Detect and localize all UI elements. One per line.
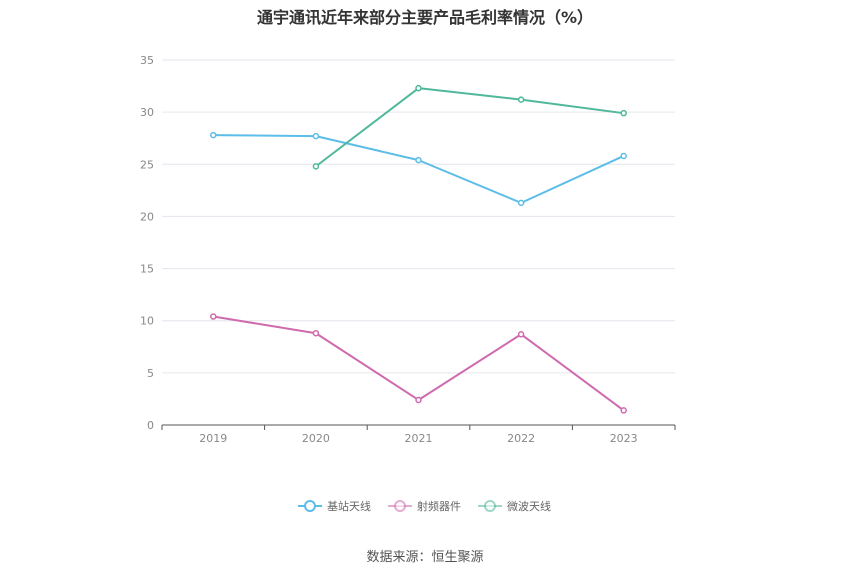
legend-marker [394,500,406,512]
data-point [415,156,422,164]
x-tick-label: 2021 [405,432,433,445]
y-tick-label: 10 [140,315,154,328]
series-line-0 [213,134,625,204]
data-point [517,199,525,207]
y-tick-label: 15 [140,263,154,276]
data-point [620,109,627,117]
x-tick-label: 2020 [302,432,330,445]
legend-label: 微波天线 [507,499,551,513]
data-source: 数据来源：恒生聚源 [366,550,484,565]
y-tick-label: 5 [147,367,154,380]
data-point [210,131,217,139]
series-line-2 [315,87,624,168]
data-point [517,96,525,103]
x-tick-label: 2022 [507,432,535,445]
data-point [312,132,320,140]
data-point [415,84,422,92]
data-point [210,313,217,320]
y-tick-label: 0 [147,419,154,432]
data-point [517,331,525,338]
legend-marker [484,500,496,512]
chart-title: 通宇通讯近年来部分主要产品毛利率情况（%） [256,8,594,27]
data-point [312,163,320,170]
y-tick-label: 30 [140,106,154,119]
data-point [620,407,627,414]
series-line-1 [213,315,625,412]
x-tick-label: 2019 [199,432,227,445]
y-tick-label: 25 [140,158,154,171]
legend-label: 基站天线 [327,499,371,513]
legend-marker [304,500,316,512]
data-point [620,152,627,160]
data-point [312,329,320,337]
data-point [415,396,422,404]
legend-label: 射频器件 [417,499,461,513]
y-tick-label: 20 [140,210,154,223]
x-tick-label: 2023 [610,432,638,445]
y-tick-label: 35 [140,54,154,67]
